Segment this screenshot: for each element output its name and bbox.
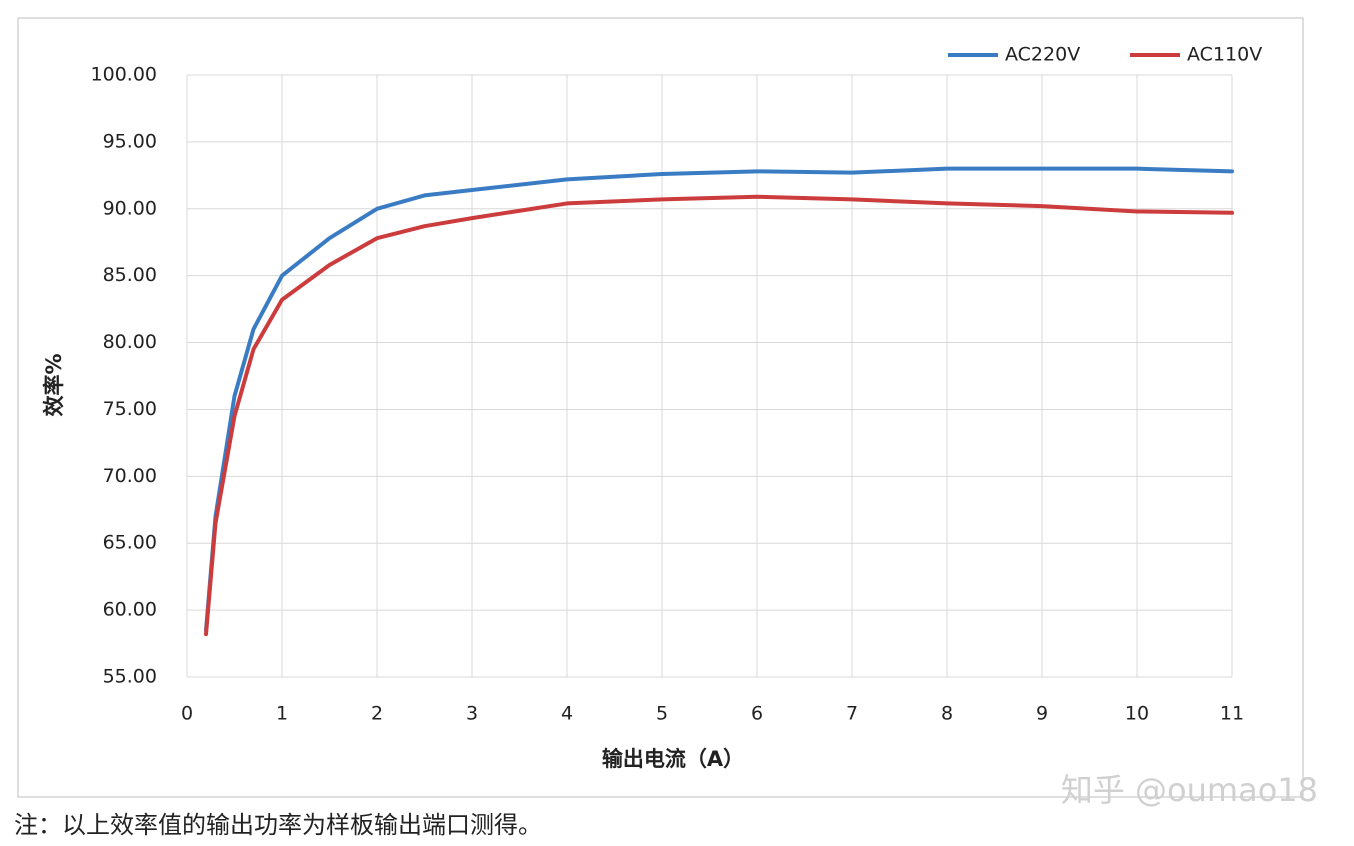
series-line — [204, 166, 1234, 633]
y-tick-label: 100.00 — [91, 64, 157, 86]
y-tick-label: 60.00 — [103, 599, 157, 621]
x-tick-label: 5 — [656, 703, 668, 725]
x-tick-label: 8 — [941, 703, 953, 725]
y-tick-label: 70.00 — [103, 465, 157, 487]
x-tick-label: 10 — [1125, 703, 1149, 725]
legend-label: AC110V — [1187, 44, 1262, 66]
chart-frame — [17, 17, 1304, 798]
y-tick-label: 75.00 — [103, 398, 157, 420]
x-tick-label: 1 — [276, 703, 288, 725]
y-tick-label: 95.00 — [103, 130, 157, 152]
x-tick-label: 2 — [371, 703, 383, 725]
note: 注：以上效率值的输出功率为样板输出端口测得。 — [14, 811, 542, 839]
x-tick-label: 4 — [561, 703, 573, 725]
y-tick-label: 65.00 — [103, 532, 157, 554]
x-tick-label: 11 — [1220, 703, 1244, 725]
x-tick-label: 9 — [1036, 703, 1048, 725]
x-axis-label: 输出电流（A） — [602, 747, 744, 771]
y-axis-label: 效率% — [42, 353, 66, 416]
series-line — [204, 194, 1234, 637]
y-tick-label: 80.00 — [103, 331, 157, 353]
y-tick-label: 85.00 — [103, 264, 157, 286]
legend-label: AC220V — [1005, 44, 1080, 66]
watermark: 知乎 @oumao18 — [1061, 771, 1318, 809]
x-tick-label: 3 — [466, 703, 478, 725]
x-tick-label: 6 — [751, 703, 763, 725]
y-tick-label: 55.00 — [103, 666, 157, 688]
y-tick-label: 90.00 — [103, 197, 157, 219]
x-tick-label: 0 — [181, 703, 193, 725]
x-tick-label: 7 — [846, 703, 858, 725]
